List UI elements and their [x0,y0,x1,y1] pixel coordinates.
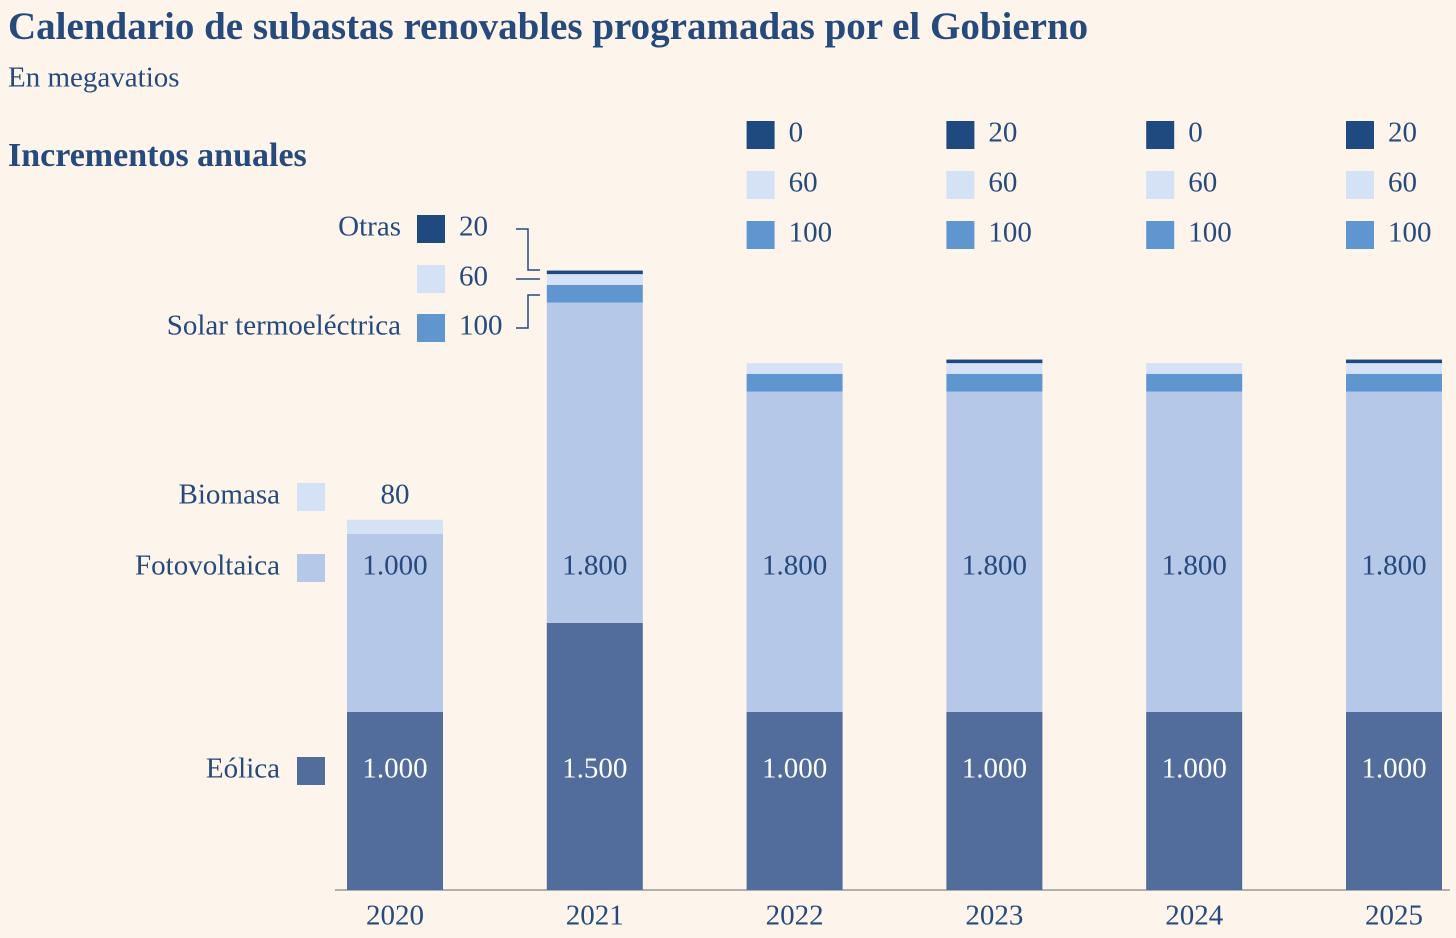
value-label: 100 [988,217,1032,249]
legend-swatch [946,171,975,199]
legend-swatch [1146,121,1175,149]
value-label: 20 [1388,117,1417,149]
bar-segment [1346,373,1442,392]
legend-label: Fotovoltaica [135,550,280,582]
bar-segment [1146,373,1243,392]
bar-segment [347,712,443,890]
bar-segment [946,712,1043,890]
bracket [516,228,540,271]
bar-segment [946,391,1043,712]
value-label: 100 [1388,217,1432,249]
x-tick-label: 2024 [1165,900,1224,932]
legend-swatch [946,221,975,249]
legend-label: Solar termoeléctrica [167,310,401,342]
legend-label: Otras [338,211,401,243]
value-label: 60 [1388,167,1417,199]
legend-label: Eólica [206,753,280,785]
bar-segment [746,363,843,374]
value-label: 80 [381,479,410,511]
bar-segment [946,359,1043,364]
legend-swatch [417,314,445,342]
value-label: 1.000 [362,753,427,785]
legend-swatch [297,554,325,582]
value-label: 20 [988,117,1017,149]
bracket [516,294,540,329]
bar-segment [1146,363,1243,374]
value-label: 1.800 [962,550,1027,582]
bar-segment [746,712,843,890]
legend-swatch [1146,221,1175,249]
legend-swatch [297,483,325,511]
value-label: 1.800 [1361,550,1426,582]
bar-segment [946,363,1043,374]
bar-segment [746,391,843,712]
value-label: 1.000 [1162,753,1227,785]
value-label: 100 [459,310,503,342]
bar-segment [1346,359,1442,364]
bar-segment [347,519,443,534]
x-tick-label: 2021 [566,900,624,932]
legend-swatch [1346,221,1374,249]
value-label: 1.000 [1361,753,1426,785]
legend-label: Biomasa [179,479,281,511]
value-label: 1.800 [1162,550,1227,582]
x-tick-label: 2025 [1365,900,1423,932]
value-label: 1.800 [562,550,627,582]
chart-subtitle: En megavatios [8,62,180,94]
x-tick-label: 2022 [766,900,824,932]
bar-segment [1346,363,1442,374]
value-label: 1.500 [562,753,627,785]
value-label: 1.000 [962,753,1027,785]
section-label: Incrementos anuales [8,137,307,174]
value-label: 60 [459,261,488,293]
value-label: 1.800 [762,550,827,582]
value-label: 100 [1188,217,1232,249]
bar-segment [746,373,843,392]
x-tick-label: 2023 [965,900,1023,932]
bar-segment [946,373,1043,392]
bar-segment [1346,712,1442,890]
chart-title: Calendario de subastas renovables progra… [8,5,1088,48]
value-label: 0 [1188,117,1203,149]
legend-swatch [1146,171,1175,199]
value-label: 100 [789,217,833,249]
legend-swatch [946,121,975,149]
value-label: 60 [1188,167,1217,199]
value-label: 1.000 [362,550,427,582]
legend-swatch [417,215,445,243]
legend-swatch [1346,171,1374,199]
legend-swatch [1346,121,1374,149]
bar-segment [546,270,643,275]
value-label: 20 [459,211,488,243]
legend-swatch [297,757,325,785]
bar-segment [546,302,643,623]
legend-swatch [746,121,775,149]
value-label: 60 [988,167,1017,199]
legend-swatch [746,221,775,249]
bar-segment [1146,712,1243,890]
value-label: 1.000 [762,753,827,785]
legend-swatch [417,265,445,293]
bar-segment [1146,391,1243,712]
value-label: 0 [789,117,804,149]
bar-segment [1346,391,1442,712]
legend-swatch [746,171,775,199]
x-tick-label: 2020 [366,900,424,932]
bar-segment [546,274,643,285]
bar-segment [546,284,643,303]
bar-segment [546,623,643,890]
bar-segment [347,534,443,712]
value-label: 60 [789,167,818,199]
